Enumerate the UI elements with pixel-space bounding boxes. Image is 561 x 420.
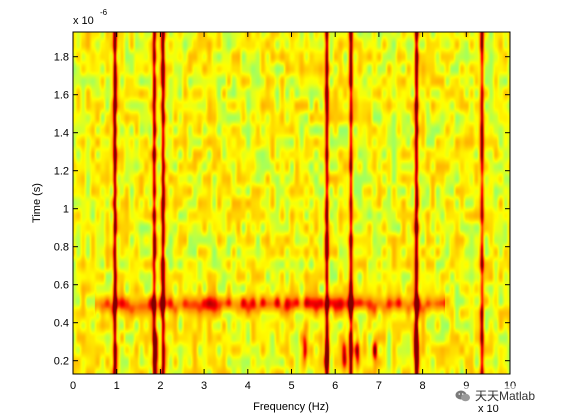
y-tick-label: 1.6 xyxy=(54,90,69,102)
x-tick-label: 4 xyxy=(245,380,251,392)
x-tick-label: 3 xyxy=(201,380,207,392)
x-tick-label: 6 xyxy=(332,380,338,392)
y-tick-label: 0.2 xyxy=(54,356,69,368)
y-exponent-prefix: x 10 xyxy=(73,15,94,27)
y-tick-label: 0.8 xyxy=(54,242,69,254)
x-axis-label: Frequency (Hz) xyxy=(253,401,329,413)
x-tick-label: 0 xyxy=(70,380,76,392)
y-tick-label: 1.8 xyxy=(54,52,69,64)
y-tick-label: 0.4 xyxy=(54,318,69,330)
heatmap-image xyxy=(73,32,510,374)
x-tick-label: 8 xyxy=(420,380,426,392)
y-tick-label: 1.2 xyxy=(54,166,69,178)
watermark: 天天Matlab xyxy=(452,386,539,405)
x-tick-label: 5 xyxy=(288,380,294,392)
watermark-text: 天天Matlab xyxy=(475,389,536,403)
x-tick-label: 7 xyxy=(376,380,382,392)
y-axis-ticks: 0.2 0.4 0.6 0.8 1 1.2 1.4 1.6 1.8 xyxy=(54,52,510,368)
x-tick-label: 2 xyxy=(157,380,163,392)
y-axis-label: Time (s) xyxy=(31,183,43,223)
plot-area xyxy=(73,32,510,374)
x-exponent-prefix: x 10 xyxy=(478,403,499,415)
y-tick-label: 1.4 xyxy=(54,128,69,140)
y-exponent-power: -6 xyxy=(100,8,108,17)
y-tick-label: 1 xyxy=(63,204,69,216)
y-tick-label: 0.6 xyxy=(54,280,69,292)
wechat-icon xyxy=(455,390,470,401)
x-tick-label: 1 xyxy=(114,380,120,392)
